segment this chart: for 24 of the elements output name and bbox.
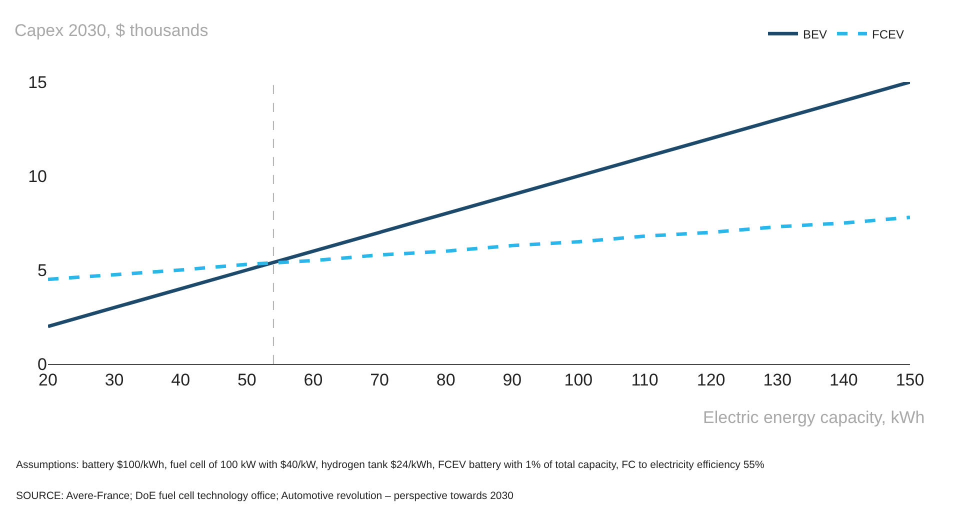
x-tick-label: 30 — [104, 370, 124, 390]
x-tick-label: 70 — [370, 370, 389, 390]
legend-label: BEV — [803, 27, 828, 42]
x-tick-label: 140 — [830, 370, 858, 390]
line-series — [48, 216, 910, 282]
x-tick-label: 120 — [696, 370, 726, 390]
x-axis-title: Electric energy capacity, kWh — [703, 408, 925, 427]
x-tick-label: 130 — [763, 370, 792, 390]
x-tick-label: 80 — [436, 370, 456, 390]
chart-title: Capex 2030, $ thousands — [14, 20, 208, 40]
y-tick-label: 5 — [38, 260, 47, 280]
x-tick-label: 50 — [237, 370, 256, 390]
text: Assumptions: battery $100/kWh, fuel cell of 100 kW with $40/kW, hydrogen tank $24/kWh, FCEV battery with 1% of total capacity, FC to electricity efficiency 55% — [16, 459, 764, 471]
x-tick-label: 110 — [631, 370, 658, 390]
y-tick-label: 10 — [28, 166, 47, 186]
x-tick-label: 150 — [896, 370, 924, 390]
x-tick-label: 90 — [502, 370, 522, 390]
line-series — [48, 82, 910, 328]
source-note: SOURCE: Avere-France; DoE fuel cell technology office; Automotive revolution – perspective towards 2030 — [16, 490, 514, 502]
y-tick-label: 15 — [28, 72, 47, 92]
legend-label: FCEV — [872, 27, 904, 42]
x-tick-label: 100 — [564, 370, 593, 390]
x-tick-label: 40 — [171, 370, 190, 390]
x-tick-label: 60 — [304, 370, 323, 390]
